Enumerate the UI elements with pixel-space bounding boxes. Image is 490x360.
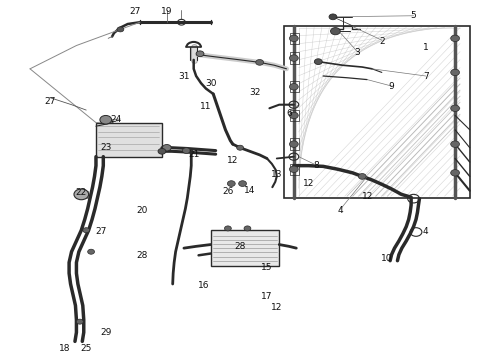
Circle shape (83, 228, 90, 233)
Circle shape (237, 145, 244, 150)
Text: 28: 28 (234, 242, 246, 251)
Text: 20: 20 (137, 206, 148, 215)
Text: 27: 27 (129, 7, 141, 16)
Circle shape (162, 144, 171, 151)
Circle shape (227, 181, 235, 186)
Text: 22: 22 (75, 188, 87, 197)
Text: 28: 28 (137, 251, 148, 260)
Text: 12: 12 (227, 156, 239, 165)
Circle shape (76, 319, 83, 324)
Text: 4: 4 (423, 228, 429, 237)
Bar (211, 230, 279, 266)
Circle shape (315, 59, 322, 64)
Bar (290, 163, 299, 175)
Bar (290, 52, 299, 64)
Text: 10: 10 (381, 255, 392, 264)
Circle shape (451, 105, 460, 112)
Circle shape (182, 148, 190, 153)
Text: 24: 24 (110, 114, 121, 123)
Circle shape (290, 112, 298, 119)
Text: 21: 21 (188, 150, 199, 159)
Text: 1: 1 (423, 43, 429, 52)
Text: 27: 27 (95, 228, 106, 237)
Text: 12: 12 (362, 192, 373, 201)
Text: 9: 9 (389, 82, 394, 91)
Circle shape (224, 226, 231, 231)
Bar (290, 33, 299, 44)
Circle shape (290, 55, 298, 61)
Text: 23: 23 (100, 143, 111, 152)
Text: 14: 14 (244, 186, 256, 195)
Circle shape (290, 84, 298, 90)
Circle shape (88, 249, 95, 254)
Text: 26: 26 (222, 187, 234, 196)
Bar (290, 138, 299, 150)
Circle shape (290, 141, 298, 147)
Text: 4: 4 (338, 206, 343, 215)
Circle shape (244, 226, 251, 231)
Circle shape (256, 59, 264, 65)
Text: 25: 25 (80, 344, 92, 353)
Bar (290, 110, 299, 121)
Circle shape (451, 69, 460, 76)
Circle shape (451, 141, 460, 147)
Text: 17: 17 (261, 292, 273, 301)
Circle shape (451, 170, 460, 176)
Circle shape (100, 116, 112, 124)
Text: 18: 18 (58, 344, 70, 353)
Text: 15: 15 (261, 264, 273, 273)
Circle shape (196, 51, 204, 57)
Text: 7: 7 (423, 72, 429, 81)
Circle shape (290, 166, 298, 172)
Text: 11: 11 (200, 102, 212, 111)
Text: 30: 30 (205, 79, 217, 88)
Bar (76, 191, 88, 198)
Circle shape (290, 35, 298, 41)
Circle shape (329, 14, 337, 20)
Circle shape (451, 35, 460, 41)
Text: 27: 27 (44, 96, 55, 105)
Text: 32: 32 (249, 87, 261, 96)
Text: 16: 16 (198, 281, 209, 290)
Text: 31: 31 (178, 72, 190, 81)
Circle shape (331, 28, 340, 35)
Bar (290, 81, 299, 93)
Text: 12: 12 (271, 303, 282, 312)
Text: 12: 12 (303, 179, 314, 188)
Circle shape (239, 181, 246, 186)
Circle shape (158, 148, 166, 154)
Text: 8: 8 (313, 161, 318, 170)
Circle shape (74, 189, 89, 200)
Bar (284, 26, 470, 198)
Text: 6: 6 (286, 109, 292, 118)
Circle shape (117, 27, 124, 32)
Text: 19: 19 (161, 7, 172, 16)
Text: 2: 2 (379, 37, 385, 46)
Circle shape (358, 174, 366, 179)
Bar (96, 123, 162, 157)
Text: 29: 29 (100, 328, 111, 337)
Text: 13: 13 (271, 170, 283, 179)
Text: 3: 3 (354, 48, 360, 57)
Text: 5: 5 (411, 10, 416, 19)
